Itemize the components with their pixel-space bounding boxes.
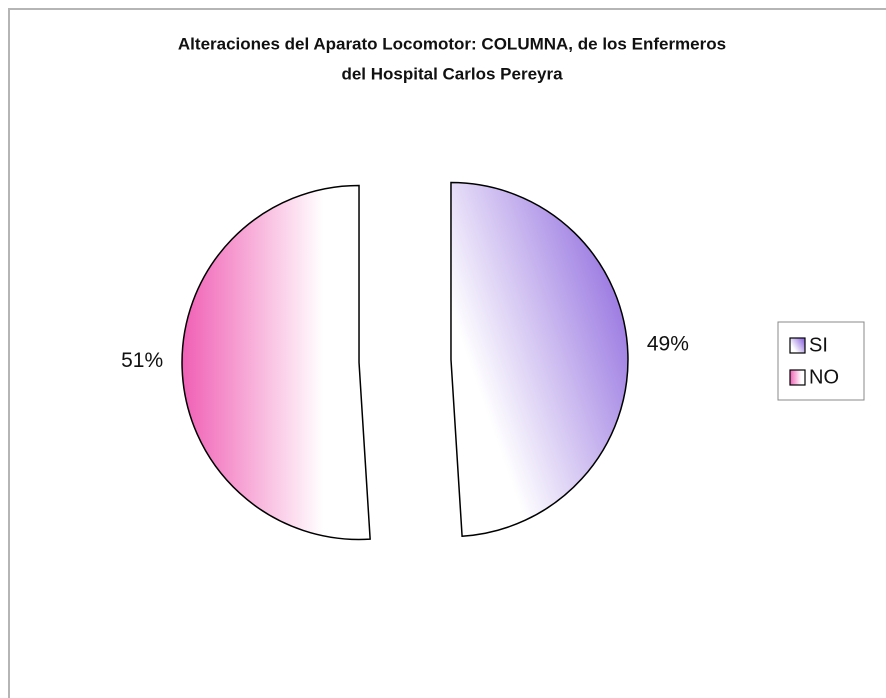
legend-box (777, 321, 865, 401)
chart-title: Alteraciones del Aparato Locomotor: COLU… (178, 34, 726, 53)
legend-swatch (789, 369, 806, 386)
data-label: 51% (121, 349, 163, 372)
legend-label: SI (809, 334, 828, 356)
legend-label: NO (809, 366, 839, 388)
chart-frame (8, 8, 886, 698)
data-label: 49% (647, 332, 689, 355)
chart-title: del Hospital Carlos Pereyra (341, 64, 563, 83)
pie-slice (181, 184, 371, 541)
pie-slice (450, 181, 629, 538)
legend-swatch (789, 337, 806, 354)
